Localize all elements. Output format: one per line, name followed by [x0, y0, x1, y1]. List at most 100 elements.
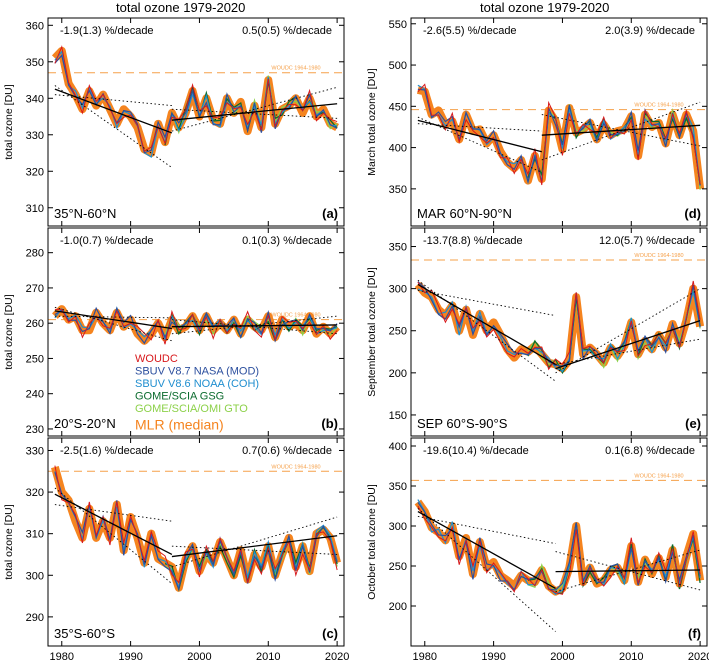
x-tick-label: 2010	[619, 651, 643, 663]
y-tick-label: 260	[26, 318, 44, 330]
left-column-title: total ozone 1979-2020	[116, 0, 246, 15]
y-tick-label: 310	[26, 529, 44, 541]
panel-e: WOUDC 1964-1980 150 200 250 300 350 September …	[366, 227, 708, 437]
y-tick-label: 250	[389, 326, 407, 338]
panel-letter: (f)	[688, 626, 701, 641]
panel-frame	[410, 17, 708, 227]
trend-confidence-line	[555, 551, 701, 591]
y-tick-label: 330	[26, 130, 44, 142]
trend-confidence-line	[555, 549, 701, 593]
trend-text-pre: -1.9(1.3) %/decade	[60, 25, 154, 37]
y-tick-label: 300	[26, 570, 44, 582]
x-tick-label: 1990	[118, 651, 142, 663]
series-mlr-median	[414, 281, 705, 373]
plot-area: WOUDC 1964-1980	[48, 305, 344, 345]
panel-letter: (b)	[321, 416, 338, 431]
trend-confidence-line	[54, 306, 173, 342]
series-woudc	[54, 465, 338, 584]
woudc-reference-label: WOUDC 1964-1980	[634, 473, 683, 479]
series-woudc	[417, 280, 701, 371]
y-axis-label: October total ozone [DU]	[366, 484, 378, 600]
trend-text-post: 12.0(5.7) %/decade	[599, 235, 695, 247]
panel-letter: (a)	[322, 206, 338, 221]
plot-area: WOUDC 1964-1980	[411, 253, 707, 382]
y-tick-label: 200	[389, 601, 407, 613]
trend-text-pre: -2.5(1.6) %/decade	[60, 445, 154, 457]
trend-text-post: 0.1(0.3) %/decade	[242, 235, 332, 247]
x-tick-label: 2000	[187, 651, 211, 663]
y-tick-label: 310	[26, 203, 44, 215]
woudc-reference-label: WOUDC 1964-1980	[271, 66, 320, 72]
x-tick-label: 1980	[50, 651, 74, 663]
woudc-reference-label: WOUDC 1964-1980	[271, 313, 320, 319]
y-tick-label: 400	[389, 441, 407, 453]
legend-entry: SBUV V8.7 NASA (MOD)	[135, 366, 259, 378]
trend-fit-post	[541, 124, 701, 136]
y-axis-label: September total ozone [DU]	[366, 267, 378, 397]
trend-fit-post	[171, 535, 338, 558]
plot-area: WOUDC 1964-1980	[411, 473, 707, 632]
panel-frame	[47, 437, 345, 647]
right-column-title: total ozone 1979-2020	[480, 0, 610, 15]
y-tick-label: 400	[389, 143, 407, 155]
trend-fit-pre	[54, 493, 173, 556]
panel-c: WOUDC 1964-1980 290 300 310 320 330 1980 1990 20…	[3, 437, 349, 663]
trend-fit-pre	[417, 511, 556, 589]
series-sbuv-v87-nasa-mod	[417, 281, 701, 367]
y-tick-label: 290	[26, 612, 44, 624]
series-woudc	[54, 45, 338, 152]
trend-text-pre: -13.7(8.8) %/decade	[423, 235, 523, 247]
y-tick-label: 230	[26, 424, 44, 436]
y-tick-label: 320	[26, 487, 44, 499]
y-tick-label: 450	[389, 101, 407, 113]
legend-entry: SBUV V8.6 NOAA (COH)	[135, 378, 259, 390]
y-tick-label: 550	[389, 19, 407, 31]
y-tick-label: 300	[389, 284, 407, 296]
panel-f: WOUDC 1964-1980 200 250 300 350 400 1980 1990 20…	[366, 437, 709, 663]
woudc-reference-label: WOUDC 1964-1980	[634, 253, 683, 259]
trend-fit-post	[555, 569, 701, 573]
trend-text-post: 0.7(0.6) %/decade	[242, 445, 332, 457]
y-axis-label: March total ozone [DU]	[366, 68, 378, 175]
x-tick-label: 2000	[550, 651, 574, 663]
trend-confidence-line	[541, 101, 701, 161]
series-sbuv-v86-noaa-coh	[417, 288, 701, 373]
trend-text-pre: -1.0(0.7) %/decade	[60, 235, 154, 247]
panel-letter: (d)	[684, 206, 701, 221]
panel-d: WOUDC 1964-1980 350 400 450 500 550 March tota…	[366, 17, 708, 227]
trend-text-post: 0.5(0.5) %/decade	[242, 25, 332, 37]
trend-fit-pre	[417, 119, 542, 153]
panel-frame	[47, 17, 345, 227]
y-tick-label: 350	[26, 57, 44, 69]
y-tick-label: 200	[389, 368, 407, 380]
legend-entry: WOUDC	[135, 353, 178, 365]
woudc-reference-label: WOUDC 1964-1980	[271, 464, 320, 470]
region-label: MAR 60°N-90°N	[417, 206, 512, 221]
y-axis-label: total ozone [DU]	[3, 84, 15, 159]
plot-area: WOUDC 1964-1980	[48, 464, 344, 592]
y-tick-label: 320	[26, 166, 44, 178]
trend-text-post: 2.0(3.9) %/decade	[605, 25, 695, 37]
trend-confidence-line	[417, 508, 556, 632]
legend-entry: GOME/SCIA/OMI GTO	[135, 403, 248, 415]
woudc-reference-label: WOUDC 1964-1980	[634, 103, 683, 109]
trend-fit-pre	[54, 88, 173, 134]
series-woudc	[54, 308, 338, 345]
x-tick-label: 2020	[688, 651, 709, 663]
x-tick-label: 1980	[413, 651, 437, 663]
region-label: 20°S-20°N	[54, 416, 116, 431]
y-tick-label: 360	[26, 20, 44, 32]
panel-frame	[410, 437, 708, 647]
y-tick-label: 250	[26, 353, 44, 365]
trend-fit-pre	[417, 283, 556, 365]
region-label: 35°S-60°S	[54, 626, 115, 641]
panel-letter: (e)	[685, 416, 701, 431]
panel-b: WOUDC 1964-1980 230 240 250 260 270 280 total o…	[3, 227, 345, 437]
trend-text-post: 0.1(6.8) %/decade	[605, 445, 695, 457]
series-woudc	[417, 505, 701, 595]
y-tick-label: 270	[26, 283, 44, 295]
trend-confidence-line	[417, 515, 556, 545]
y-tick-label: 350	[389, 184, 407, 196]
